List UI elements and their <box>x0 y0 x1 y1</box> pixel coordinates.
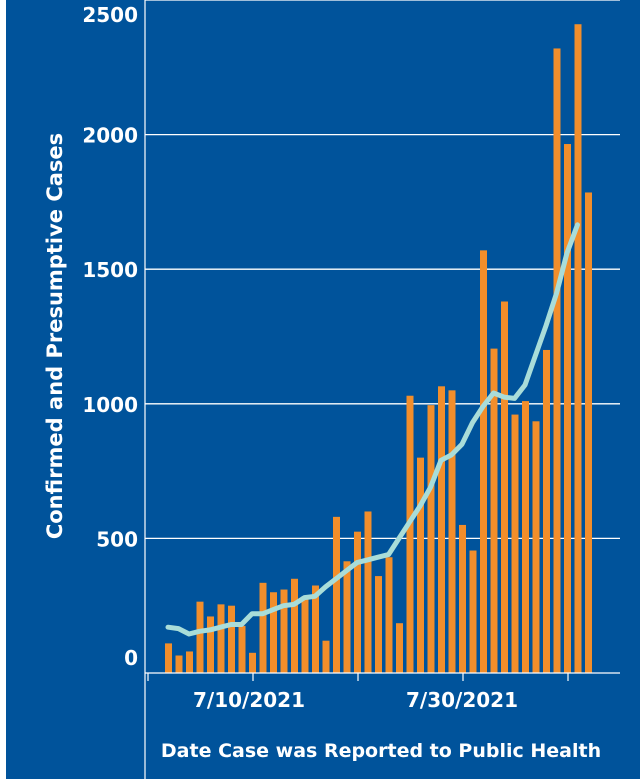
y-tick-label: 1500 <box>82 258 138 282</box>
bar <box>553 48 561 674</box>
bar <box>270 592 277 673</box>
bar <box>427 405 435 673</box>
bar <box>312 585 319 673</box>
bar <box>406 395 414 673</box>
bar <box>207 616 214 673</box>
y-tick-label: 500 <box>96 527 138 551</box>
bar <box>490 348 498 673</box>
axes <box>144 0 620 779</box>
bar <box>511 414 519 673</box>
bar <box>501 301 508 673</box>
chart-frame: 0 500 1000 1500 2000 2500 7/10/2021 7/30/2021 … <box>6 0 640 779</box>
bar <box>343 561 351 673</box>
bar <box>417 457 424 673</box>
bar <box>165 643 172 673</box>
y-tick-label: 1000 <box>82 393 138 417</box>
bar <box>375 576 382 673</box>
x-tick-labels: 7/10/2021 7/30/2021 <box>193 688 518 712</box>
bar <box>291 578 298 673</box>
bar <box>175 655 183 673</box>
y-tick-label: 0 <box>124 646 138 670</box>
bar <box>354 531 361 673</box>
x-axis-label: Date Case was Reported to Public Health <box>161 740 601 762</box>
bar <box>364 511 372 673</box>
bar <box>322 640 330 673</box>
bars-group <box>165 24 592 674</box>
bar <box>543 349 550 673</box>
bar <box>196 601 204 673</box>
x-tick-label: 7/30/2021 <box>406 688 518 712</box>
bar <box>249 652 256 673</box>
bar <box>333 516 340 673</box>
seven-day-average-line <box>165 222 580 637</box>
y-axis-label: Confirmed and Presumptive Cases <box>43 133 67 539</box>
bar <box>459 524 466 673</box>
bar <box>574 24 582 673</box>
y-tick-label: 2000 <box>82 124 138 148</box>
bar <box>280 589 288 673</box>
bar <box>469 550 477 673</box>
bar <box>448 390 456 673</box>
bar <box>238 625 246 673</box>
bar <box>438 386 445 673</box>
bar <box>385 557 393 673</box>
gridlines <box>145 0 620 540</box>
x-tick-label: 7/10/2021 <box>193 688 305 712</box>
bar <box>228 605 235 673</box>
bar <box>217 604 225 673</box>
bar <box>186 651 193 673</box>
bar <box>522 401 529 673</box>
bar <box>301 596 309 673</box>
y-tick-label: 2500 <box>82 3 138 27</box>
bar <box>532 421 540 673</box>
bar <box>396 623 403 673</box>
bar <box>259 582 267 673</box>
bar <box>564 144 571 674</box>
bar <box>585 192 592 673</box>
y-tick-labels: 0 500 1000 1500 2000 2500 <box>82 3 138 670</box>
bar <box>480 250 487 673</box>
